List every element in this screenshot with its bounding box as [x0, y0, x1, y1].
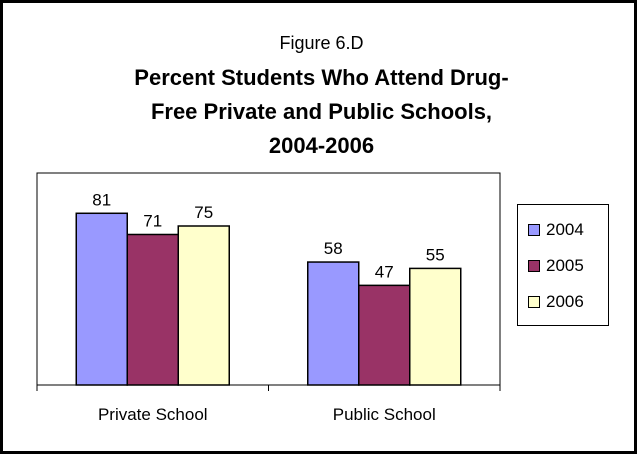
bar-2004-1	[307, 261, 360, 386]
legend-item-2004: 2004	[528, 219, 584, 241]
bar-2005-0	[126, 233, 179, 386]
bar-2006-0	[177, 225, 230, 386]
chart-title-line-1: Percent Students Who Attend Drug-	[134, 65, 509, 90]
chart-title-line-3: 2004-2006	[268, 133, 375, 158]
data-label-2005-0: 71	[143, 211, 162, 230]
legend-label-2005: 2005	[546, 256, 584, 275]
legend-swatch-2006	[528, 296, 540, 308]
bar-2006-1	[409, 267, 462, 386]
legend-item-2006: 2006	[528, 291, 584, 313]
figure-label: Figure 6.D	[279, 33, 364, 53]
legend-label-2004: 2004	[546, 220, 584, 239]
plot-area: 81 71 75 Private School 58 47 55 Public School	[36, 172, 501, 424]
data-label-2004-1: 58	[324, 239, 343, 258]
data-label-2006-0: 75	[194, 203, 213, 222]
legend-swatch-2005	[528, 260, 540, 272]
data-label-2006-1: 55	[426, 245, 445, 264]
legend: 2004 2005 2006	[517, 204, 609, 326]
legend-item-2005: 2005	[528, 255, 584, 277]
x-tick-label-1: Public School	[333, 405, 436, 424]
data-label-2005-1: 47	[375, 262, 394, 281]
data-label-2004-0: 81	[92, 190, 111, 209]
legend-swatch-2004	[528, 224, 540, 236]
bar-2004-0	[75, 212, 128, 386]
x-tick-label-0: Private School	[98, 405, 208, 424]
bar-2005-1	[358, 284, 411, 386]
legend-label-2006: 2006	[546, 292, 584, 311]
chart-title-line-2: Free Private and Public Schools,	[150, 99, 493, 124]
